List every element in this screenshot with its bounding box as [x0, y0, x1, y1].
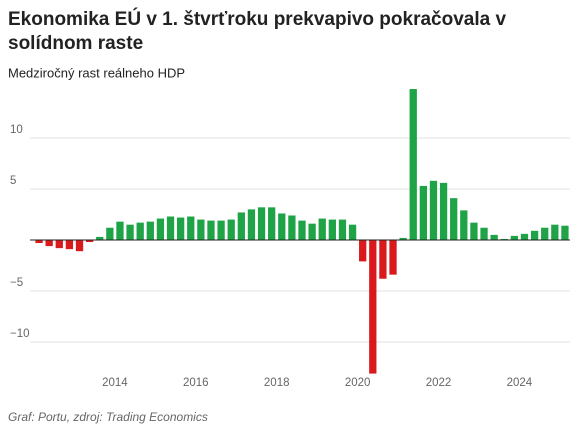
bar	[338, 219, 347, 240]
bar	[409, 89, 417, 240]
bar	[55, 239, 63, 249]
bar	[146, 221, 154, 240]
bar	[197, 219, 205, 240]
bar	[359, 239, 367, 262]
bar	[298, 220, 306, 240]
bar	[429, 180, 438, 240]
x-tick-label: 2014	[102, 377, 128, 389]
bar	[227, 219, 235, 240]
bar	[480, 227, 488, 240]
y-tick-label: 5	[10, 175, 16, 187]
bar	[308, 223, 316, 240]
bar	[85, 239, 94, 243]
bar	[65, 239, 74, 250]
y-tick-label: 10	[10, 124, 23, 136]
bar	[328, 219, 336, 240]
bar	[460, 210, 468, 240]
chart-title: solídnom raste	[8, 33, 143, 54]
bar	[116, 221, 124, 240]
bar	[45, 239, 53, 247]
bar	[530, 230, 539, 240]
footer: Graf: Portu, zdroj: Trading Economics	[8, 410, 208, 424]
bar	[510, 235, 519, 240]
bar	[126, 224, 134, 240]
bar	[500, 238, 508, 240]
x-tick-label: 2016	[183, 377, 209, 389]
bar	[318, 218, 326, 240]
bar	[348, 224, 357, 240]
bar	[187, 216, 195, 240]
bar	[237, 212, 245, 240]
x-tick-label: 2024	[507, 377, 533, 389]
bar	[551, 224, 559, 240]
bar	[439, 182, 448, 240]
bar	[136, 222, 144, 240]
bar	[369, 239, 377, 374]
bar	[389, 239, 397, 275]
chart-subtitle: Medziročný rast reálneho HDP	[8, 65, 185, 80]
bar	[379, 239, 387, 279]
bar	[399, 237, 407, 240]
y-tick-label: −5	[10, 277, 23, 289]
bar	[419, 185, 427, 240]
bar	[268, 207, 276, 240]
x-tick-label: 2020	[345, 377, 371, 389]
bar	[217, 220, 225, 240]
bar	[75, 239, 84, 252]
bar	[207, 220, 215, 240]
bar	[520, 233, 529, 240]
bar	[278, 213, 286, 240]
bar	[96, 236, 104, 240]
bar	[247, 209, 256, 240]
bar	[288, 215, 296, 240]
bar	[470, 222, 478, 240]
bar	[490, 234, 498, 240]
bar	[156, 218, 165, 240]
bar	[106, 227, 114, 240]
bar	[450, 198, 458, 240]
bar	[561, 225, 569, 240]
x-tick-label: 2018	[264, 377, 290, 389]
bar	[177, 217, 185, 240]
bar	[257, 207, 266, 240]
chart-title: Ekonomika EÚ v 1. štvrťroku prekvapivo p…	[8, 8, 506, 30]
x-tick-label: 2022	[426, 377, 452, 389]
bar	[35, 239, 43, 244]
bar	[166, 216, 175, 240]
bar	[541, 227, 549, 240]
y-tick-label: −10	[10, 328, 30, 340]
